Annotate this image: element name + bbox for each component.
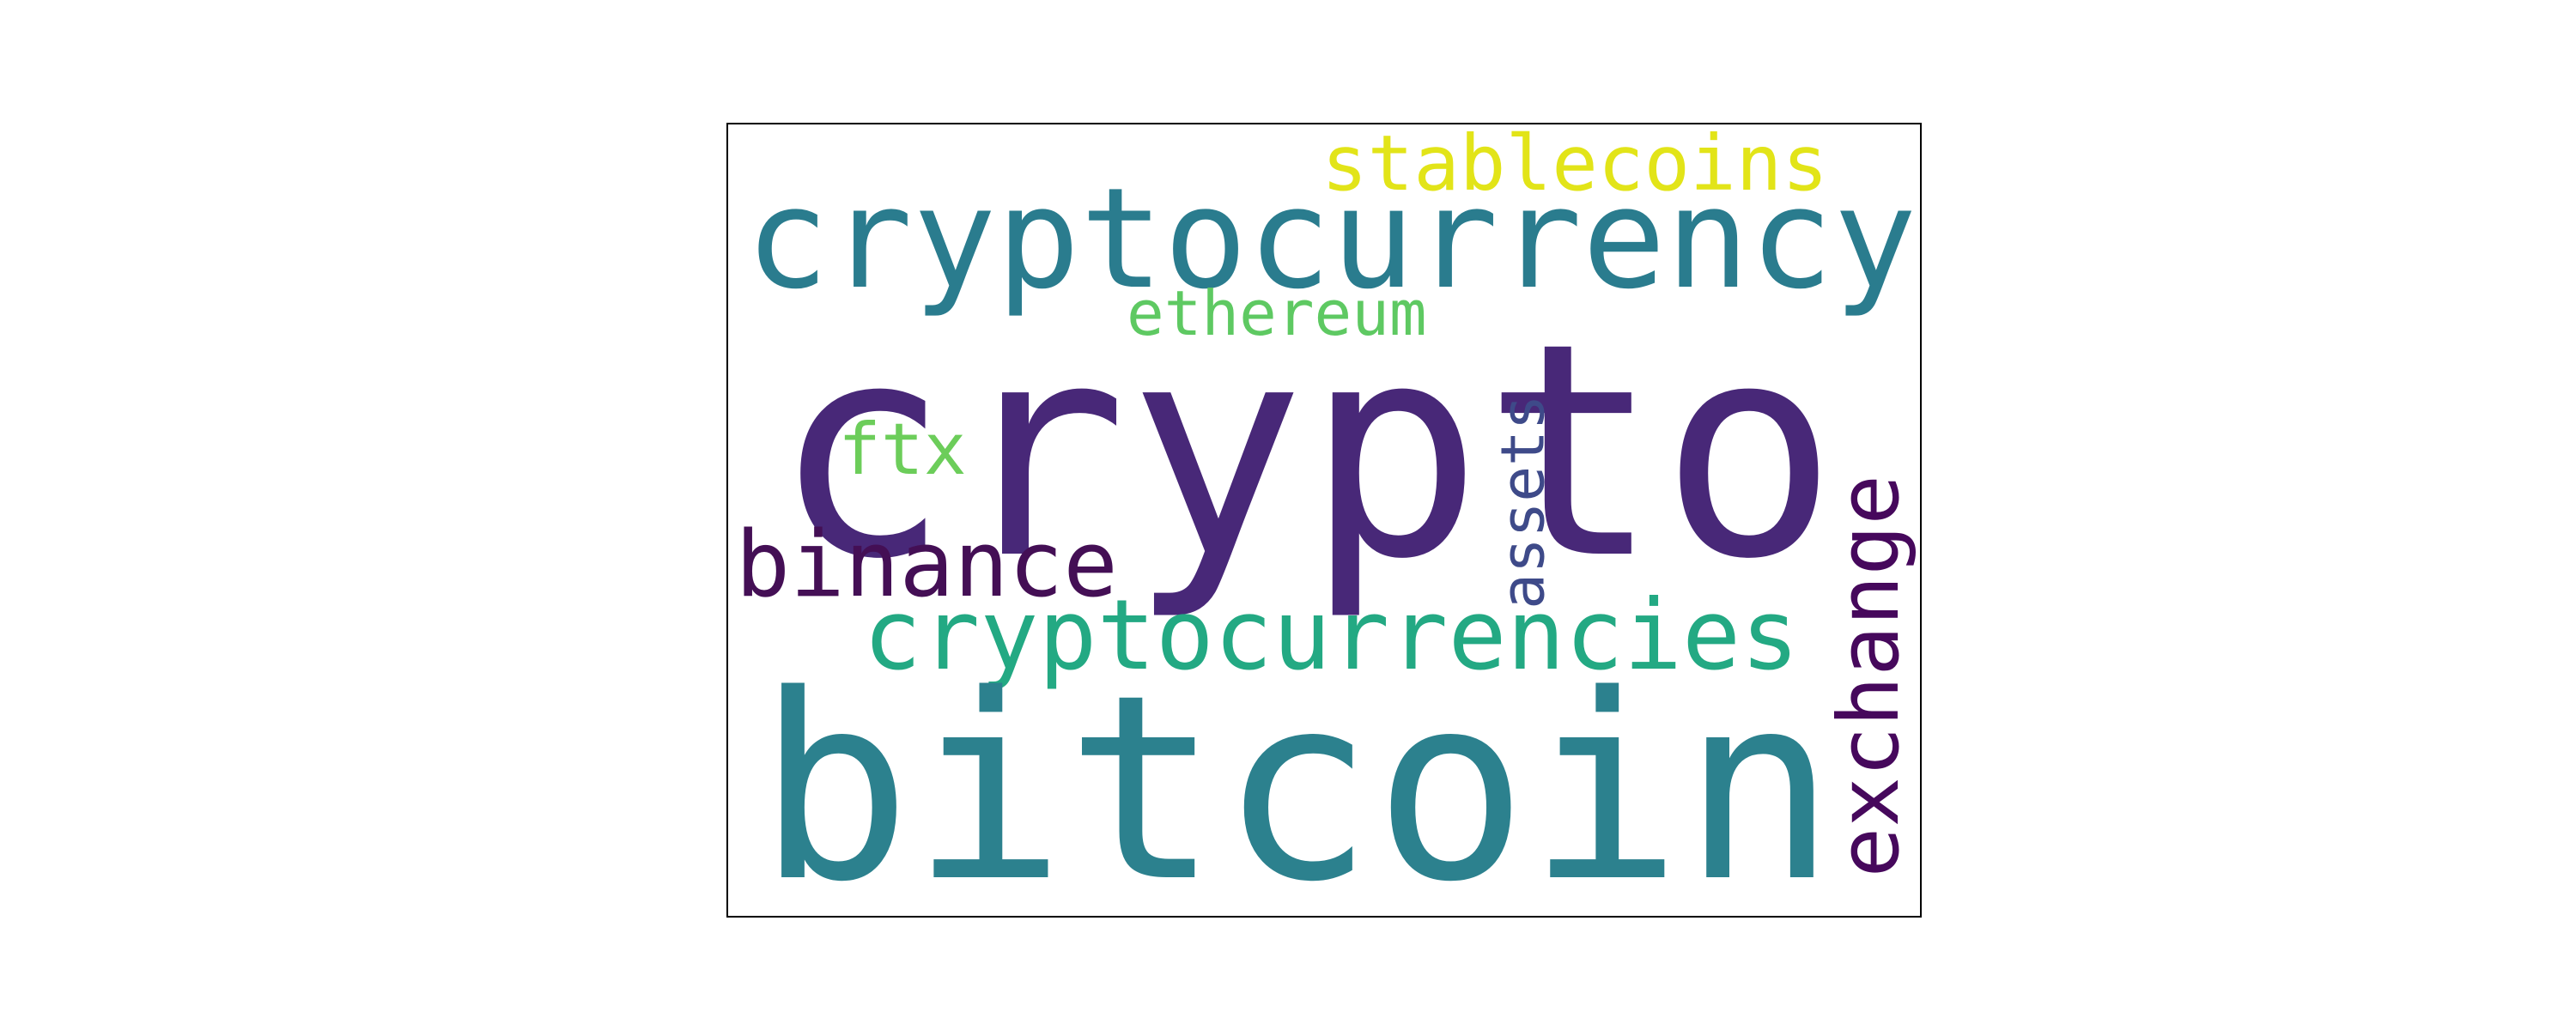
word-stablecoins: stablecoins [1321,118,1829,209]
word-ethereum: ethereum [1127,277,1427,350]
word-assets: assets [1489,393,1558,609]
word-binance: binance [735,512,1118,617]
word-ftx: ftx [838,407,967,491]
word-exchange: exchange [1820,474,1918,878]
word-crypto: crypto [772,281,1838,624]
word-cryptocurrency: cryptocurrency [745,159,1917,320]
word-cloud-frame [726,123,1922,918]
word-bitcoin: bitcoin [757,640,1837,938]
word-cryptocurrencies: cryptocurrencies [863,578,1800,692]
